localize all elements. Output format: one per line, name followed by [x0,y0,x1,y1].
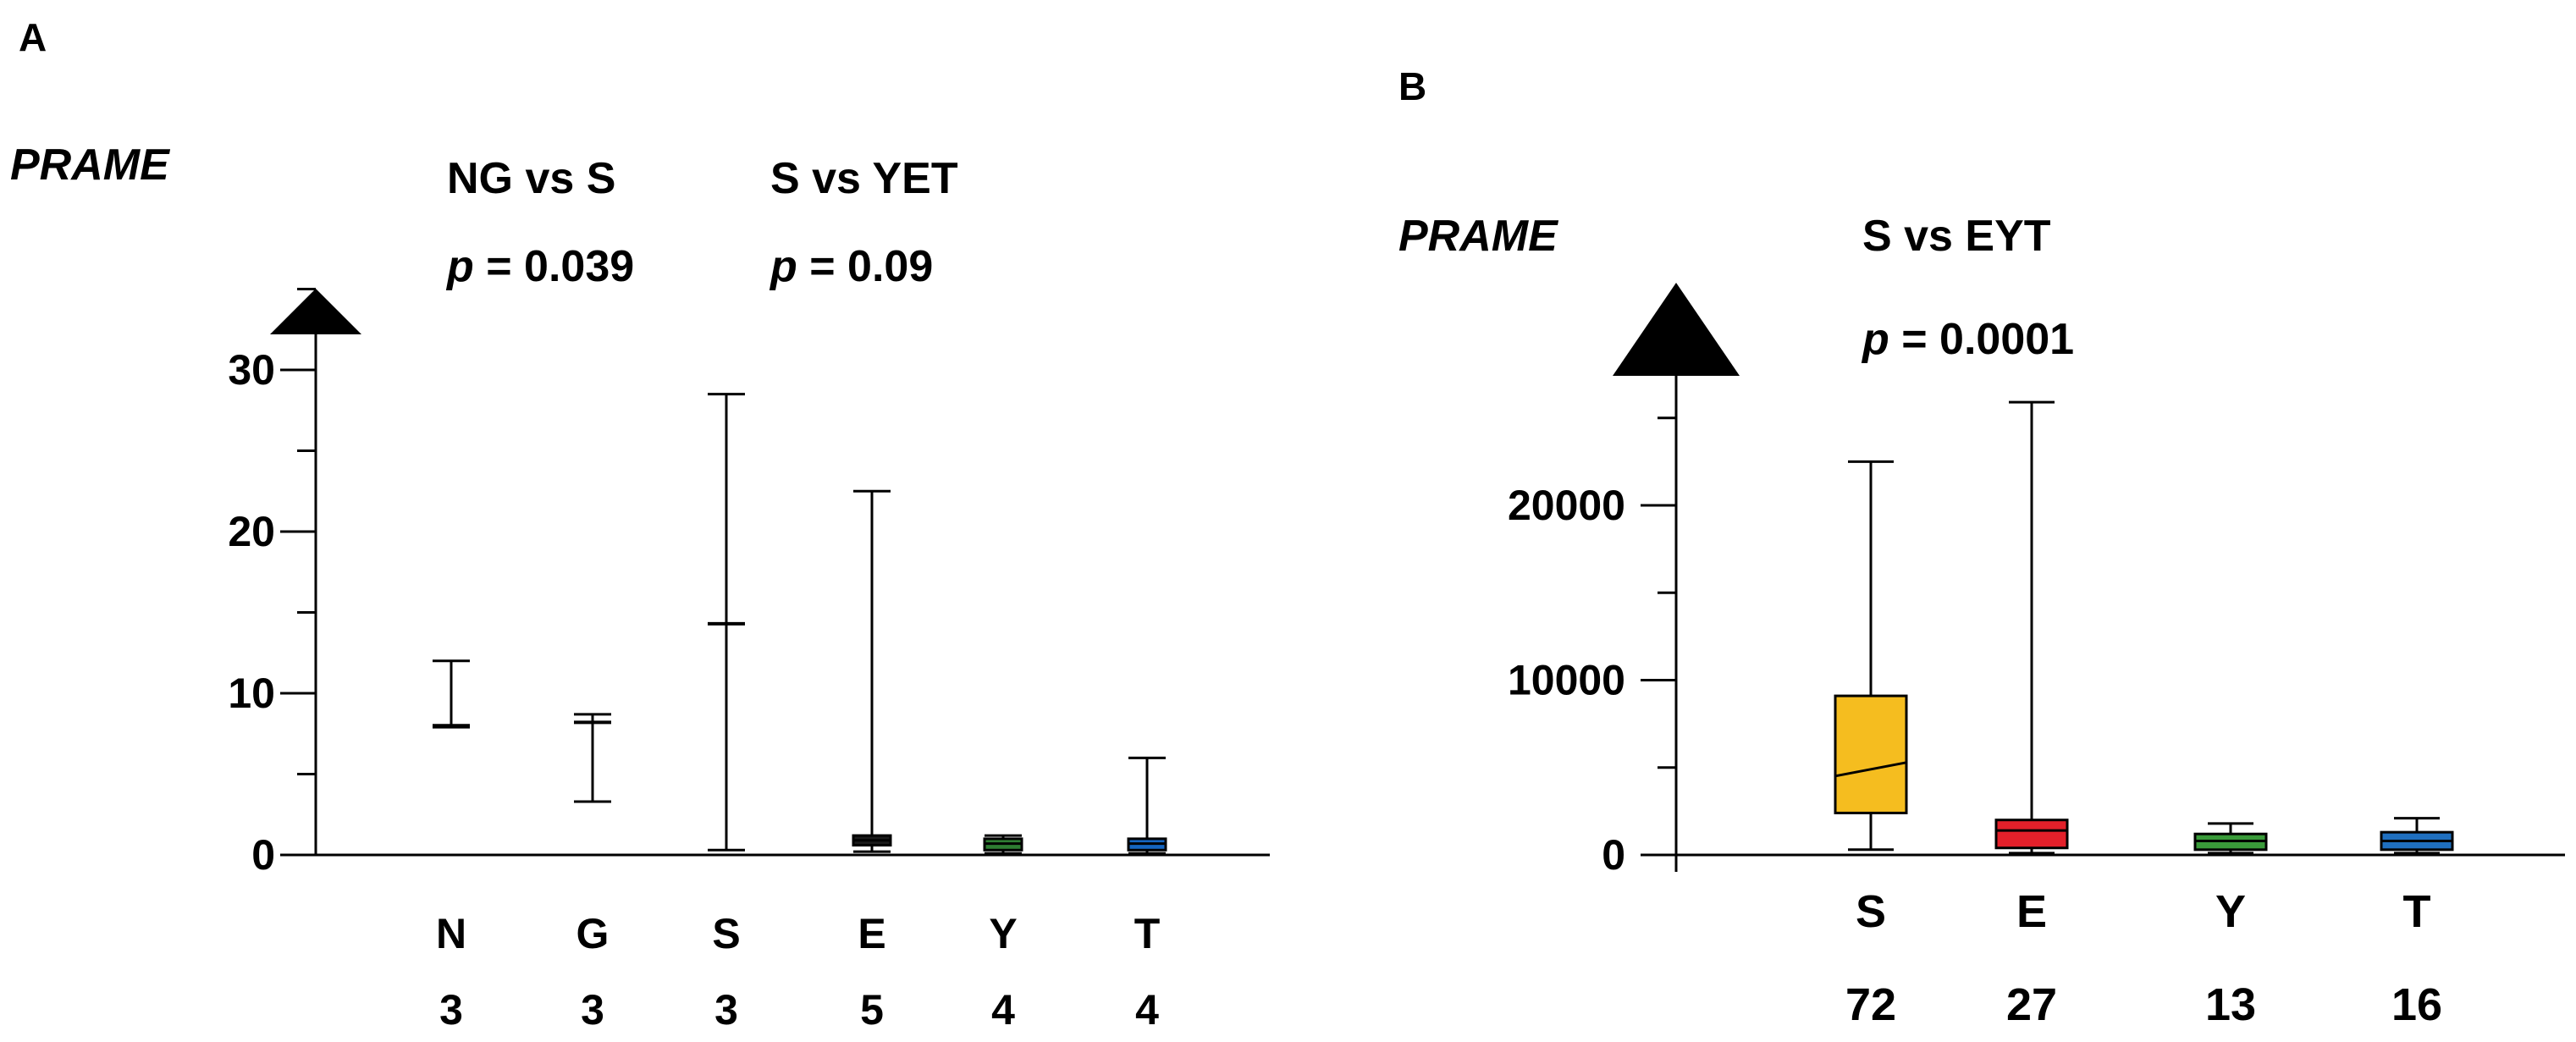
category-label: G [576,910,610,957]
category-label: Y [2215,886,2246,937]
box-T [2380,817,2454,855]
panel-a-comparison-2-pvalue: p = 0.09 [769,242,933,291]
category-label: S [1856,886,1886,937]
panel-b-comparison-pvalue: p = 0.0001 [1861,315,2074,364]
box-T [1127,756,1167,855]
panel-a-comparison-1-label: NG vs S [447,154,615,203]
panel-b: B PRAME S vs EYT p = 0.0001 01000020000 … [1398,64,2565,1030]
box-S [1834,460,1908,852]
category-label: Y [989,910,1017,957]
panel-a-label: A [19,15,47,59]
panel-b-label: B [1398,64,1426,108]
category-label: T [2403,886,2431,937]
box-Y [983,834,1023,855]
p-value: = 0.09 [797,242,933,291]
sample-size-label: 4 [991,986,1015,1034]
box-N [433,659,470,729]
y-tick-label: 30 [228,346,275,394]
panel-b-comparison-label: S vs EYT [1862,212,2051,261]
y-tick-label: 20000 [1508,482,1625,529]
category-label: T [1134,910,1161,957]
box-rect [1834,694,1908,814]
p-symbol: p [1861,315,1889,364]
panel-a-comparison-2-label: S vs YET [770,154,958,203]
box-G [574,713,611,803]
category-label: E [858,910,885,957]
y-tick-label: 10 [228,670,275,717]
y-axis-arrow-icon [270,289,361,334]
y-axis-arrow-icon [1613,283,1740,376]
sample-size-label: 16 [2391,979,2442,1030]
y-tick-label: 10000 [1508,657,1625,704]
box-rect [1994,819,2069,850]
box-E [852,489,892,853]
category-label: E [2016,886,2047,937]
median-line [1834,761,1907,778]
sample-size-label: 3 [714,986,738,1034]
box-E [1994,400,2069,855]
sample-size-label: 72 [1845,979,1896,1030]
category-label: S [712,910,740,957]
y-tick-label: 0 [1602,831,1625,879]
p-value: = 0.039 [474,242,634,291]
p-symbol: p [445,242,474,291]
box-S [708,393,745,852]
sample-size-label: 4 [1135,986,1159,1034]
panel-a-ylabel: PRAME [10,141,170,190]
panel-b-ylabel: PRAME [1398,212,1558,261]
panel-a-comparison-1-pvalue: p = 0.039 [445,242,634,291]
category-label: N [436,910,466,957]
sample-size-label: 5 [860,986,884,1034]
p-symbol: p [769,242,797,291]
sample-size-label: 3 [439,986,463,1034]
sample-size-label: 27 [2006,979,2057,1030]
sample-size-label: 13 [2205,979,2256,1030]
box-Y [2193,822,2268,855]
y-tick-label: 0 [251,831,275,879]
p-value: = 0.0001 [1889,315,2074,364]
sample-size-label: 3 [581,986,604,1034]
panel-a: A PRAME NG vs S p = 0.039 S vs YET p = 0… [10,15,1270,1034]
y-tick-label: 20 [228,508,275,555]
